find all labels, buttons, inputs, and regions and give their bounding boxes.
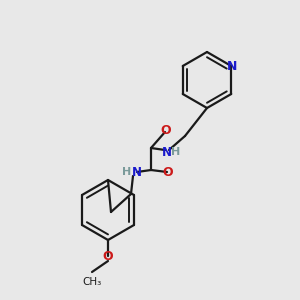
Text: H: H (122, 167, 132, 177)
Text: N: N (227, 59, 237, 73)
Text: O: O (103, 250, 113, 263)
Text: O: O (161, 124, 171, 137)
Text: N: N (132, 166, 142, 178)
Text: H: H (171, 147, 181, 157)
Text: N: N (162, 146, 172, 158)
Text: O: O (163, 166, 173, 178)
Text: CH₃: CH₃ (82, 277, 102, 287)
